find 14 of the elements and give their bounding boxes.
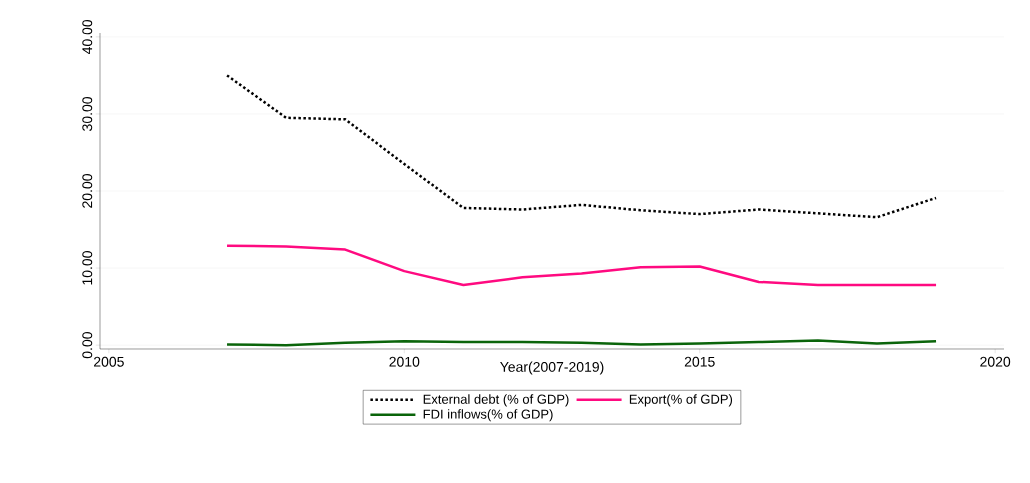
x-axis-title: Year(2007-2019) <box>500 361 604 375</box>
y-tick-label: 30.00 <box>82 96 93 131</box>
x-tick-label: 2005 <box>94 356 124 367</box>
legend-label: FDI inflows(% of GDP) <box>423 409 553 422</box>
y-tick-label: 20.00 <box>82 174 93 208</box>
line-series <box>225 74 938 219</box>
x-tick-label: 2020 <box>980 356 1011 367</box>
x-tick-label: 2010 <box>389 356 420 367</box>
y-tick-label: 0.00 <box>82 332 93 359</box>
legend-label: External debt (% of GDP) <box>423 394 569 407</box>
x-tick-label: 2015 <box>684 356 715 367</box>
legend-label: Export(% of GDP) <box>629 394 733 407</box>
y-tick-label: 40.00 <box>82 19 93 55</box>
y-tick-label: 10.00 <box>82 251 93 285</box>
